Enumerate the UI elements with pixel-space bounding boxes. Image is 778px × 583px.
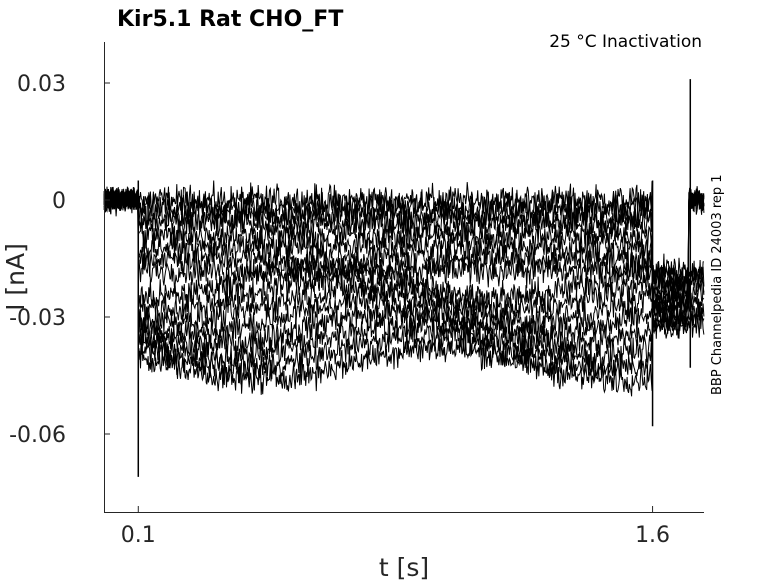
- sweep-trace: [103, 188, 705, 373]
- x-axis-label: t [s]: [379, 553, 429, 582]
- y-tick-label: -0.06: [9, 423, 66, 448]
- sweep-trace: [103, 188, 705, 315]
- y-tick-label: -0.03: [9, 306, 66, 331]
- y-ticks: 0.03 0 -0.03 -0.06: [9, 72, 110, 448]
- sweep-trace: [103, 187, 705, 340]
- x-tick-label: 0.1: [121, 523, 156, 548]
- y-axis-label: I [nA]: [1, 243, 30, 311]
- chart-title: Kir5.1 Rat CHO_FT: [117, 7, 343, 32]
- x-tick-label: 1.6: [635, 523, 670, 548]
- current-traces: [103, 79, 705, 477]
- y-tick-label: 0.03: [17, 72, 66, 97]
- sweep-trace: [103, 188, 705, 397]
- chart-subtitle: 25 °C Inactivation: [549, 32, 702, 52]
- x-ticks: 0.1 1.6: [121, 506, 670, 548]
- sweep-trace: [103, 189, 705, 326]
- sweep-trace: [103, 187, 705, 314]
- y-tick-label: 0: [52, 189, 66, 214]
- sweep-trace: [103, 180, 705, 339]
- channelpedia-id-note: BBP Channelpedia ID 24003 rep 1: [710, 174, 725, 395]
